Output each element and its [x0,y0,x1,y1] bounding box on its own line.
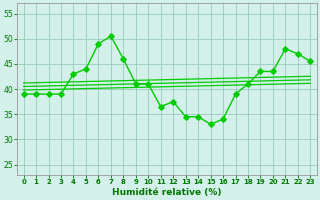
X-axis label: Humidité relative (%): Humidité relative (%) [112,188,222,197]
